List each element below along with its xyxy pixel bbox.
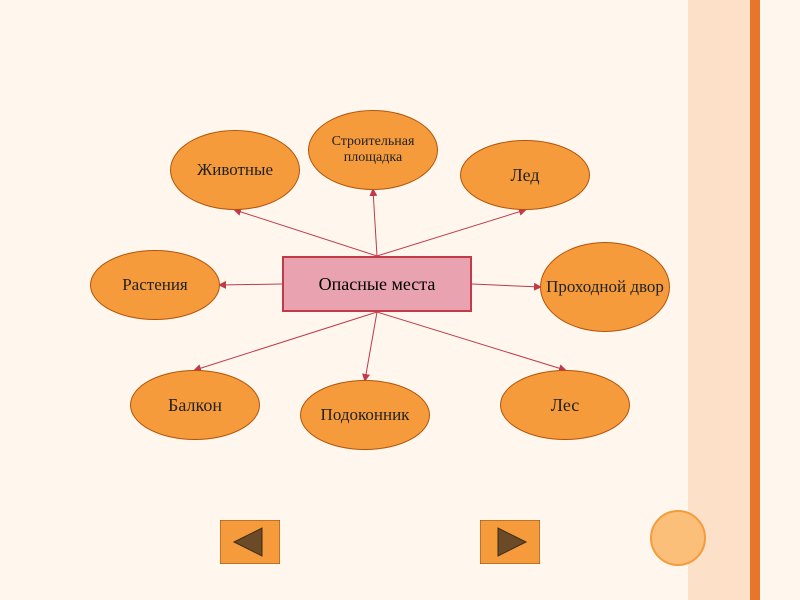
connector-balcony (195, 312, 377, 370)
node-plants: Растения (90, 250, 220, 320)
connector-forest (377, 312, 565, 370)
node-label: Животные (197, 160, 273, 180)
nav-next-button[interactable] (480, 520, 540, 564)
center-topic-label: Опасные места (319, 274, 436, 295)
connector-construct (373, 190, 377, 256)
node-label: Строительная площадка (313, 134, 433, 166)
node-animals: Животные (170, 130, 300, 210)
node-sill: Подоконник (300, 380, 430, 450)
node-construct: Строительная площадка (308, 110, 438, 190)
node-label: Подоконник (321, 405, 410, 425)
connector-ice (377, 210, 525, 256)
node-label: Растения (122, 275, 188, 295)
node-label: Балкон (168, 395, 222, 416)
node-yard: Проходной двор (540, 242, 670, 332)
node-balcony: Балкон (130, 370, 260, 440)
connector-plants (220, 284, 282, 285)
node-label: Проходной двор (546, 277, 664, 297)
center-topic: Опасные места (282, 256, 472, 312)
diagram-canvas: Опасные места Растения Животные Строительн… (0, 0, 800, 600)
nav-prev-button[interactable] (220, 520, 280, 564)
decorative-circle (650, 510, 706, 566)
node-forest: Лес (500, 370, 630, 440)
connector-yard (472, 284, 540, 287)
node-label: Лес (551, 395, 580, 416)
node-label: Лед (511, 165, 540, 186)
connector-sill (365, 312, 377, 380)
node-ice: Лед (460, 140, 590, 210)
connector-animals (235, 210, 377, 256)
